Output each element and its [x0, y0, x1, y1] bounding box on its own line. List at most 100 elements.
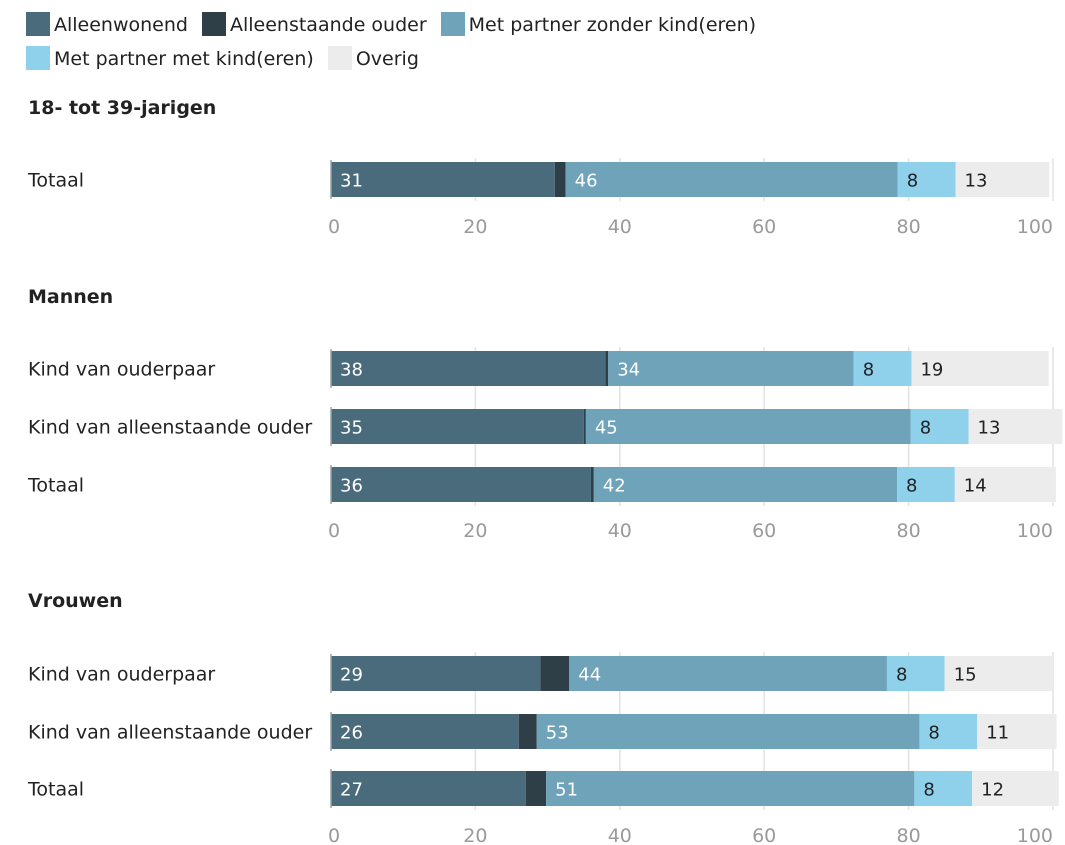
category-label: Kind van alleenstaande ouder [28, 722, 312, 744]
bar-segment [608, 351, 854, 386]
legend-item: Met partner zonder kind(eren) [440, 8, 757, 42]
legend-item: Met partner met kind(eren) [26, 42, 314, 76]
bar-segment [955, 162, 1050, 197]
legend-item: Alleenwonend [26, 8, 188, 42]
data-label: 14 [964, 476, 987, 497]
category-label: Totaal [27, 475, 84, 497]
tick-label: 40 [608, 825, 632, 845]
data-label: 13 [978, 418, 1001, 439]
tick-label: 60 [752, 216, 776, 238]
bar-segment [590, 467, 594, 502]
bar-segment [919, 714, 978, 749]
data-label: 8 [923, 780, 934, 801]
category-label: Totaal [27, 779, 84, 801]
data-label: 51 [555, 780, 578, 801]
legend-label: Alleenstaande ouder [229, 14, 427, 36]
bar-segment [605, 351, 609, 386]
legend-swatch [201, 12, 226, 36]
legend-label: Alleenwonend [54, 14, 188, 36]
legend-label: Met partner met kind(eren) [54, 48, 314, 70]
legend-swatch [440, 12, 465, 36]
data-label: 15 [954, 665, 977, 686]
bar-segment [585, 409, 911, 444]
bar-segment [331, 714, 519, 749]
tick-label: 40 [608, 216, 632, 238]
bar-segment [525, 771, 547, 806]
bar-segment [897, 467, 955, 502]
data-label: 8 [907, 171, 918, 192]
bar-segment [331, 162, 555, 197]
tick-label: 60 [752, 825, 776, 845]
tick-label: 0 [328, 825, 340, 845]
bar-segment [331, 771, 526, 806]
bar-segment [565, 162, 898, 197]
category-label: Totaal [27, 170, 84, 192]
bar-segment [583, 409, 586, 444]
data-label: 29 [340, 665, 363, 686]
data-label: 42 [603, 476, 626, 497]
tick-label: 80 [897, 216, 921, 238]
bar-segment [536, 714, 920, 749]
tick-label: 100 [1017, 216, 1053, 238]
data-label: 44 [578, 665, 601, 686]
legend-item: Alleenstaande ouder [201, 8, 427, 42]
tick-label: 40 [608, 520, 632, 542]
bar-segment [886, 656, 945, 691]
legend-item: Overig [327, 42, 419, 76]
data-label: 27 [340, 780, 363, 801]
legend: Alleenwonend Alleenstaande ouder Met partn… [26, 8, 1036, 76]
data-label: 8 [928, 723, 939, 744]
panel-title: Vrouwen [28, 590, 123, 612]
bar-segment [914, 771, 973, 806]
bar-segment [593, 467, 898, 502]
tick-label: 20 [463, 216, 487, 238]
bar-segment [977, 714, 1057, 749]
tick-label: 20 [463, 825, 487, 845]
legend-swatch [26, 46, 50, 70]
panel-title: 18- tot 39-jarigen [28, 97, 216, 119]
data-label: 38 [340, 360, 363, 381]
tick-label: 60 [752, 520, 776, 542]
category-label: Kind van ouderpaar [28, 664, 215, 686]
bar-segment [954, 467, 1056, 502]
data-label: 26 [340, 723, 363, 744]
data-label: 8 [863, 360, 874, 381]
data-label: 8 [896, 665, 907, 686]
data-label: 45 [595, 418, 618, 439]
data-label: 19 [920, 360, 943, 381]
tick-label: 0 [328, 216, 340, 238]
data-label: 8 [920, 418, 931, 439]
tick-label: 80 [897, 825, 921, 845]
tick-label: 20 [463, 520, 487, 542]
legend-swatch [26, 12, 50, 36]
data-label: 34 [617, 360, 640, 381]
tick-label: 80 [897, 520, 921, 542]
legend-label: Overig [355, 48, 419, 70]
bar-segment [569, 656, 887, 691]
bar-segment [972, 771, 1059, 806]
panel-title: Mannen [28, 286, 113, 308]
data-label: 31 [340, 171, 363, 192]
data-label: 12 [981, 780, 1004, 801]
data-label: 53 [546, 723, 569, 744]
data-label: 36 [340, 476, 363, 497]
tick-label: 100 [1017, 520, 1053, 542]
bar-segment [910, 409, 969, 444]
bar-segment [897, 162, 956, 197]
tick-label: 0 [328, 520, 340, 542]
tick-label: 100 [1017, 825, 1053, 845]
bar-segment [540, 656, 570, 691]
bar-segment [853, 351, 912, 386]
data-label: 8 [906, 476, 917, 497]
bar-segment [554, 162, 566, 197]
bar-segment [331, 467, 591, 502]
data-label: 35 [340, 418, 363, 439]
legend-label: Met partner zonder kind(eren) [468, 14, 757, 36]
data-label: 11 [986, 723, 1009, 744]
legend-swatch [327, 46, 352, 70]
bar-segment [518, 714, 537, 749]
bar-segment [911, 351, 1049, 386]
bar-segment [944, 656, 1053, 691]
data-label: 13 [965, 171, 988, 192]
